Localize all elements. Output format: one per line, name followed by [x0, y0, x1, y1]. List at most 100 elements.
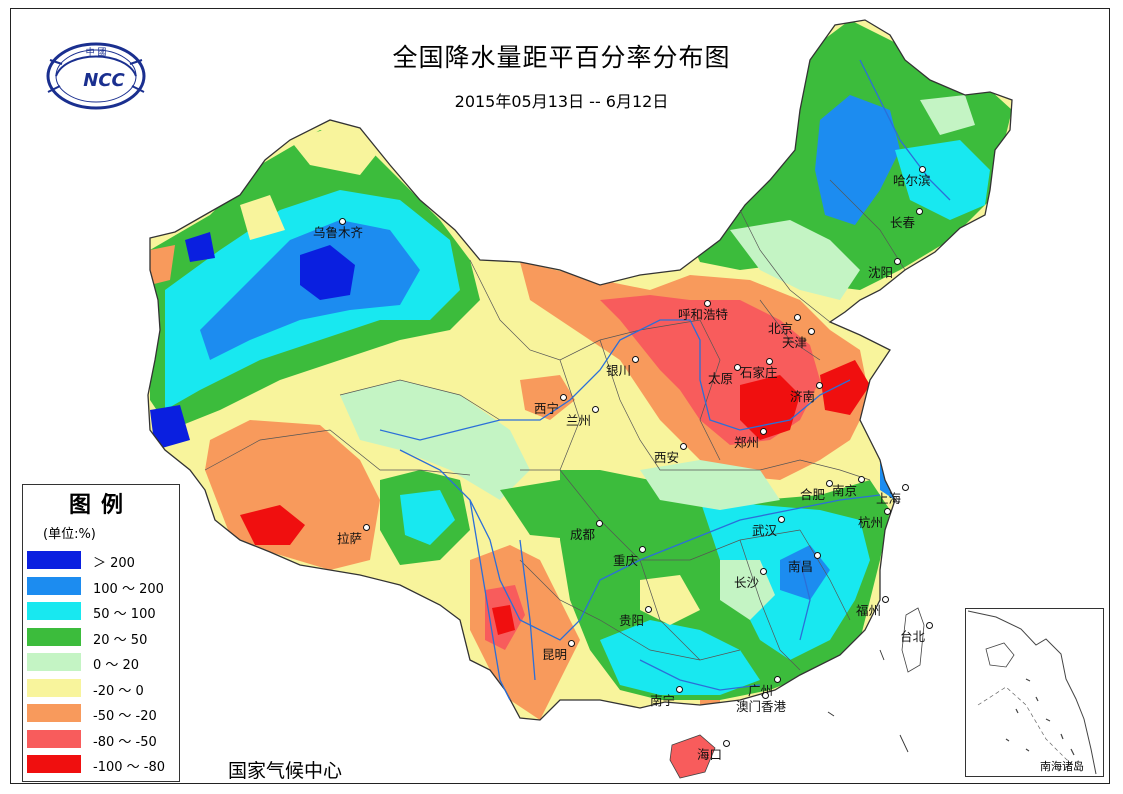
city-label: 武汉 — [752, 523, 778, 538]
city-label: 天津 — [782, 335, 808, 350]
legend-item: -80 ～ -50 — [27, 729, 177, 750]
legend-swatch — [27, 729, 81, 748]
city-marker — [704, 300, 711, 307]
rivers — [379, 59, 951, 701]
legend-label: 0 ～ 20 — [93, 658, 140, 673]
legend-swatch — [27, 704, 81, 722]
city-label: 太原 — [708, 371, 734, 386]
inset-label: 南海诸岛 — [1040, 760, 1084, 773]
city-marker — [926, 622, 933, 629]
city-marker — [592, 406, 599, 413]
agency-name: 国家气候中心 — [228, 760, 343, 782]
city-marker — [916, 208, 923, 215]
city-label: 杭州 — [858, 515, 884, 530]
map-fill-layer — [148, 20, 1012, 720]
legend: 图例 (单位:%) ＞ 200 100 ～ 200 50 ～ 100 20 ～ 50 0… — [22, 484, 180, 782]
legend-item: -50 ～ -20 — [27, 704, 177, 724]
svg-text:NCC: NCC — [83, 70, 125, 91]
city-label: 昆明 — [542, 647, 568, 662]
city-marker — [596, 520, 603, 527]
city-label: 成都 — [570, 527, 596, 542]
city-marker — [919, 166, 926, 173]
city-label: 南京 — [832, 483, 858, 498]
city-marker — [778, 516, 785, 523]
city-label: 长春 — [890, 215, 916, 230]
ncc-logo: 中 國 NCC — [46, 42, 146, 110]
city-marker — [882, 596, 889, 603]
city-marker — [774, 676, 781, 683]
city-label: 贵阳 — [619, 613, 645, 628]
city-marker — [766, 358, 773, 365]
legend-item: 100 ～ 200 — [27, 576, 177, 597]
city-label: 西安 — [654, 450, 680, 465]
city-marker — [858, 476, 865, 483]
city-label: 银川 — [606, 363, 632, 378]
legend-swatch — [27, 551, 81, 569]
coastline-marks — [827, 649, 909, 753]
city-marker — [639, 546, 646, 553]
city-label: 石家庄 — [740, 365, 778, 380]
city-marker — [884, 508, 891, 515]
taiwan-island — [901, 607, 925, 673]
legend-label: -50 ～ -20 — [93, 709, 157, 724]
city-marker — [560, 394, 567, 401]
city-marker — [632, 356, 639, 363]
legend-unit: (单位:%) — [43, 527, 96, 542]
legend-item: 20 ～ 50 — [27, 627, 177, 648]
svg-text:中 國: 中 國 — [86, 46, 107, 58]
legend-swatch — [27, 653, 81, 671]
legend-item: 50 ～ 100 — [27, 602, 177, 622]
city-marker — [814, 552, 821, 559]
map-title: 全国降水量距平百分率分布图 — [392, 43, 731, 72]
legend-label: -80 ～ -50 — [93, 734, 157, 750]
city-marker — [734, 364, 741, 371]
city-marker — [363, 524, 370, 531]
legend-swatch — [27, 755, 81, 773]
map-subtitle: 2015年05月13日 -- 6月12日 — [454, 92, 669, 111]
city-label: 沈阳 — [868, 265, 894, 280]
legend-label: -100 ～ -80 — [93, 760, 166, 775]
legend-label: 100 ～ 200 — [93, 581, 164, 597]
city-label: 兰州 — [566, 413, 592, 428]
city-label: 北京 — [768, 321, 794, 336]
legend-swatch — [27, 602, 81, 620]
inset-map — [967, 610, 1097, 775]
city-marker — [676, 686, 683, 693]
city-marker — [723, 740, 730, 747]
city-label: 南宁 — [650, 693, 676, 708]
legend-item: 0 ～ 20 — [27, 653, 177, 673]
city-label: 乌鲁木齐 — [313, 225, 364, 240]
city-marker — [808, 328, 815, 335]
legend-label: 20 ～ 50 — [93, 632, 148, 648]
city-label: 重庆 — [613, 553, 639, 568]
city-marker — [816, 382, 823, 389]
city-label: 台北 — [900, 629, 926, 644]
province-boundaries — [204, 179, 906, 671]
city-marker — [339, 218, 346, 225]
city-label: 济南 — [790, 389, 816, 404]
legend-label: -20 ～ 0 — [93, 683, 144, 699]
city-label: 西宁 — [534, 401, 560, 416]
city-label: 拉萨 — [337, 531, 363, 546]
city-marker — [902, 484, 909, 491]
legend-item: ＞ 200 — [27, 551, 177, 571]
city-label: 哈尔滨 — [893, 173, 931, 188]
legend-swatch — [27, 678, 81, 697]
hainan-island — [669, 734, 716, 779]
city-label: 呼和浩特 — [678, 307, 729, 322]
city-marker — [645, 606, 652, 613]
city-marker — [826, 480, 833, 487]
legend-swatch — [27, 576, 81, 595]
city-label: 海口 — [697, 747, 723, 762]
city-label: 郑州 — [734, 435, 760, 450]
city-label: 福州 — [856, 603, 882, 618]
city-marker — [680, 443, 687, 450]
legend-label: 50 ～ 100 — [93, 607, 156, 622]
city-label: 澳门香港 — [736, 699, 787, 714]
city-marker — [762, 692, 769, 699]
city-marker — [794, 314, 801, 321]
city-label: 南昌 — [788, 559, 814, 574]
city-marker — [568, 640, 575, 647]
city-label: 长沙 — [734, 575, 760, 590]
legend-swatch — [27, 627, 81, 646]
